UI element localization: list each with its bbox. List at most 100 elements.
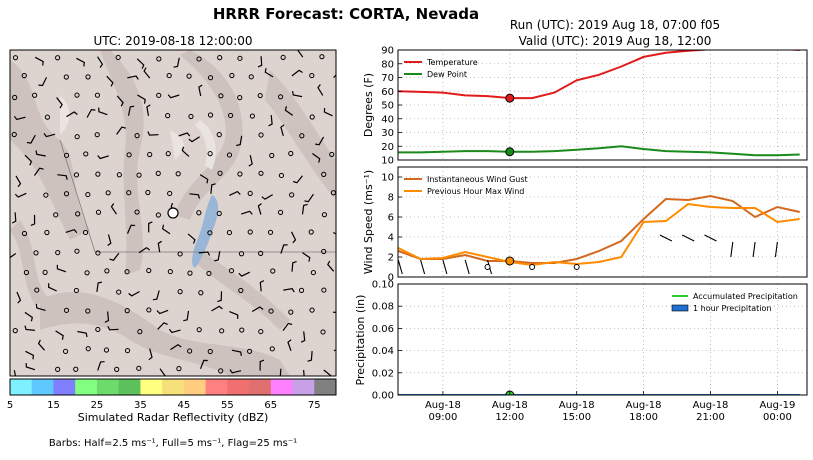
- wind-ylabel: Wind Speed (ms⁻¹): [362, 170, 375, 274]
- wind-barb: [236, 135, 243, 147]
- colorbar-swatch: [140, 379, 163, 395]
- wind-barb: [152, 290, 160, 301]
- county-line: [59, 139, 96, 253]
- calm-circle: [136, 172, 142, 178]
- calm-circle: [155, 212, 161, 218]
- wind-barbs-layer: [10, 50, 336, 376]
- colorbar-swatch: [31, 379, 54, 395]
- calm-circle: [321, 171, 327, 177]
- calm-circle: [187, 348, 193, 354]
- wind-frame: [397, 166, 808, 278]
- calm-circle: [320, 329, 326, 335]
- legend-label-dewpoint: Dew Point: [427, 70, 467, 79]
- series-line: [398, 145, 800, 157]
- calm-circle: [175, 171, 181, 177]
- xtick-day: Aug-19: [759, 400, 795, 411]
- wind-barb: [248, 154, 253, 167]
- precip-yticks: 0.00 0.02 0.04 0.06 0.08 0.10: [372, 280, 402, 402]
- wind-barb: [291, 69, 303, 77]
- wind-barb: [24, 154, 33, 166]
- barbs-note: Barbs: Half=2.5 ms⁻¹, Full=5 ms⁻¹, Flag=…: [49, 438, 297, 449]
- wind-barb: [24, 325, 35, 331]
- wind-barb: [109, 252, 120, 261]
- colorbar-tick: 25: [91, 400, 104, 411]
- colorbar-swatch: [183, 379, 206, 395]
- wind-barb: [15, 175, 22, 188]
- calm-circle: [249, 113, 255, 119]
- calm-circle: [75, 211, 81, 217]
- calm-circle: [321, 212, 328, 218]
- calm-circle: [105, 190, 111, 196]
- calm-circle: [63, 191, 70, 197]
- calm-circle: [12, 328, 18, 334]
- wind-barb: [56, 264, 67, 273]
- wind-barb: [774, 241, 778, 258]
- precip-ylabel: Precipitation (in): [354, 295, 367, 386]
- wind-barb: [107, 325, 119, 331]
- calm-circle: [83, 151, 89, 157]
- wind-barb: [116, 126, 126, 135]
- calm-circle: [237, 171, 243, 177]
- wind-barb: [34, 167, 44, 176]
- wind-barb: [97, 155, 109, 160]
- wind-barb: [66, 111, 78, 118]
- xtick-day: Aug-18: [559, 400, 595, 411]
- wind-barb: [76, 57, 85, 67]
- calm-circle: [12, 55, 19, 61]
- calm-circle: [137, 329, 143, 335]
- colorbar-swatch: [314, 379, 337, 395]
- wind-barb: [137, 94, 146, 104]
- calm-circle: [258, 250, 264, 256]
- calm-circle: [43, 192, 49, 198]
- station-marker: [167, 207, 179, 219]
- calm-circle: [309, 72, 315, 79]
- wind-barb: [268, 115, 273, 127]
- ytick-label: 10: [381, 173, 394, 184]
- calm-circle: [63, 152, 70, 158]
- wind-barb: [291, 90, 303, 98]
- wind-barb: [214, 251, 221, 262]
- wind-barb: [704, 234, 717, 242]
- calm-circle: [280, 54, 286, 61]
- xtick-day: Aug-18: [425, 400, 461, 411]
- calm-circle: [218, 93, 224, 99]
- legend-label-temperature: Temperature: [426, 58, 478, 67]
- colorbar-swatch: [162, 379, 185, 395]
- calm-circle: [319, 54, 325, 60]
- wind-barb: [86, 108, 96, 118]
- xtick-time: 21:00: [696, 412, 725, 423]
- calm-circle: [237, 95, 243, 101]
- wind-barb: [312, 153, 321, 163]
- calm-circle: [136, 365, 142, 371]
- wind-barb: [178, 132, 191, 137]
- calm-circle: [116, 172, 122, 178]
- calm-circle: [207, 112, 214, 118]
- wind-barb: [35, 150, 46, 157]
- wind-barb: [303, 370, 305, 376]
- wind-barb: [24, 311, 33, 322]
- calm-circle: [74, 134, 80, 140]
- colorbar-swatch: [227, 379, 250, 395]
- ytick-label: 0.00: [372, 391, 394, 402]
- colorbar-swatch: [205, 379, 228, 395]
- wind-barb: [34, 56, 44, 66]
- wind-barb: [290, 231, 297, 244]
- calm-circle: [95, 326, 101, 333]
- calm-circle: [321, 248, 327, 255]
- calm-circle: [32, 92, 38, 98]
- calm-circle: [196, 56, 202, 62]
- xtick-time: 18:00: [629, 412, 658, 423]
- wind-barb: [37, 339, 45, 351]
- calm-circle: [247, 229, 253, 235]
- calm-circle: [124, 269, 130, 275]
- wind-barb: [199, 174, 209, 184]
- calm-circle: [309, 114, 315, 120]
- calm-circle: [238, 287, 244, 294]
- wind-barb: [315, 136, 325, 146]
- wind-barb: [156, 309, 169, 315]
- calm-circle: [226, 229, 233, 236]
- calm-circle: [207, 348, 213, 355]
- ytick-label: 70: [381, 73, 394, 84]
- wind-barb: [251, 306, 264, 313]
